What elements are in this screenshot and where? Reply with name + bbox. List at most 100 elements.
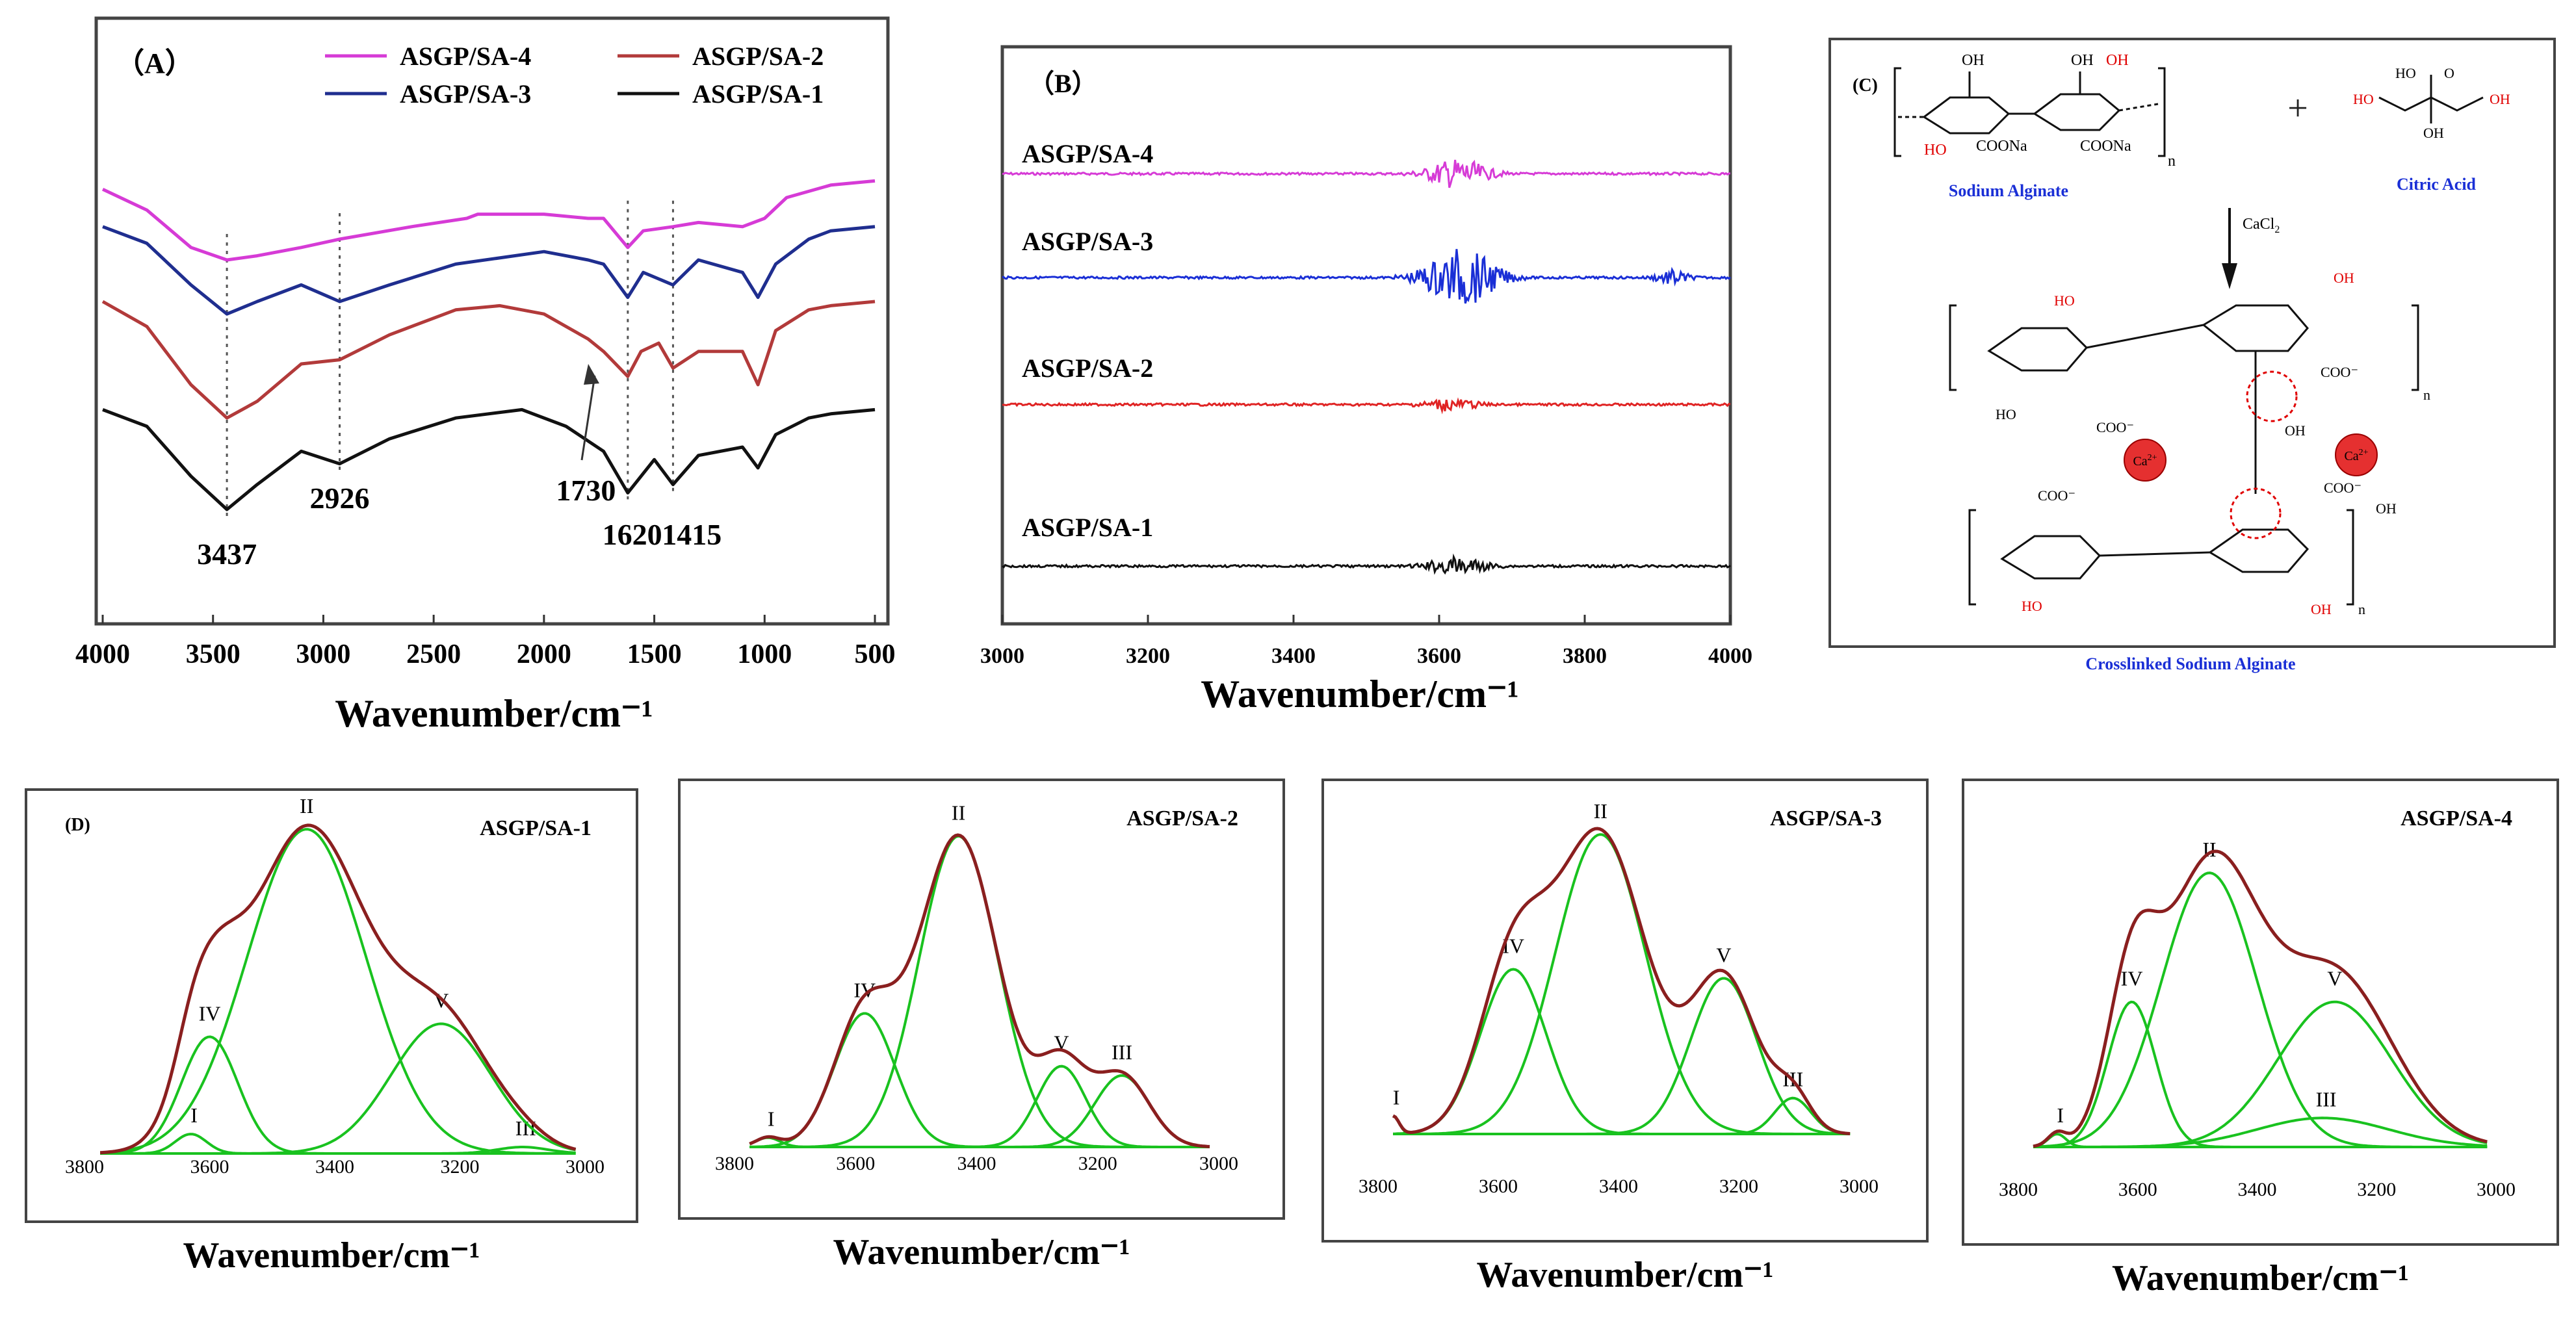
- sa-oh-red: OH: [2106, 52, 2129, 69]
- fit-peak-iv: [2033, 1000, 2488, 1148]
- x-tick-label-3000: 3000: [2477, 1179, 2516, 1200]
- series-line-asgp-sa-1: [102, 407, 876, 511]
- subplot-title: ASGP/SA-4: [2400, 806, 2512, 831]
- x-tick-label-500: 500: [855, 639, 896, 669]
- fit-envelope: [2033, 849, 2488, 1148]
- subplot-title: ASGP/SA-1: [480, 816, 592, 840]
- x-tick-label-1500: 1500: [627, 639, 682, 669]
- peak-label-1620: 1620: [603, 518, 662, 551]
- legend-label-asgp-sa-4: ASGP/SA-4: [400, 42, 531, 71]
- panel-c-reaction-scheme: (C) OH OH OH HO COONa COONa n Sodium Alg…: [1828, 38, 2556, 673]
- panel-a-series: [101, 179, 876, 511]
- pr-n-2: n: [2358, 601, 2365, 617]
- peak-label-i: I: [2057, 1103, 2064, 1127]
- peak-label-i: I: [190, 1103, 198, 1127]
- fit-peak-ii: [1393, 833, 1851, 1135]
- pr-ho-red-2: HO: [2022, 598, 2042, 614]
- x-tick-label-3600: 3600: [836, 1153, 875, 1174]
- arrow-1730-shaft: [580, 375, 596, 461]
- peak-label-iv: IV: [2121, 967, 2143, 990]
- fit-peak-iii: [1393, 1096, 1851, 1135]
- legend-label-asgp-sa-1: ASGP/SA-1: [692, 79, 824, 109]
- fit-peak-v: [100, 1022, 577, 1155]
- bond-low: [2099, 551, 2211, 557]
- x-tick-label-3800: 3800: [65, 1156, 104, 1178]
- fit-peak-iv: [749, 1012, 1210, 1148]
- fit-envelope: [749, 833, 1210, 1148]
- bracket-upper-right: [2412, 304, 2419, 391]
- x-tick-label-3800: 3800: [1999, 1179, 2038, 1200]
- bracket-lower-right: [2347, 509, 2354, 606]
- subplot-title: ASGP/SA-2: [1126, 806, 1238, 831]
- panel-b-x-axis: 3000 3200 3400 3600 3800 4000: [980, 615, 1752, 668]
- pr-coo-4: COO⁻: [2324, 480, 2361, 496]
- subplot-title: ASGP/SA-3: [1770, 806, 1882, 831]
- x-tick-label-3000: 3000: [566, 1156, 605, 1178]
- x-tick-label-4000: 4000: [1708, 644, 1752, 668]
- ester-circle-lower: [2230, 487, 2282, 539]
- peak-label-iii: III: [1112, 1040, 1132, 1064]
- peak-label-i: I: [768, 1107, 775, 1131]
- ring-low-2: [2208, 528, 2309, 573]
- x-tick-label-3800: 3800: [1563, 644, 1607, 668]
- panel-b-label: （B）: [1028, 69, 1098, 98]
- x-tick-label-3400: 3400: [1599, 1176, 1638, 1197]
- fit-peak-iii: [749, 1074, 1210, 1148]
- x-tick-label-3200: 3200: [1126, 644, 1170, 668]
- peak-label-2926: 2926: [310, 482, 370, 515]
- peak-label-1730: 1730: [556, 474, 616, 507]
- legend-label-asgp-sa-2: ASGP/SA-2: [692, 42, 824, 71]
- x-tick-label-3800: 3800: [715, 1153, 754, 1174]
- subplot-x-label: Wavenumber/cm⁻¹: [833, 1232, 1130, 1272]
- sa-ho-red: HO: [1924, 142, 1947, 159]
- panel-a-x-axis: 4000 3500 3000 2500 2000 1500 1000 500: [75, 615, 896, 669]
- panel-d-label: (D): [65, 815, 90, 835]
- panel-a-label: （A）: [116, 47, 194, 79]
- x-tick-label-3400: 3400: [1271, 644, 1316, 668]
- fit-peak-iv: [1393, 968, 1851, 1135]
- subplot-frame: [678, 779, 1285, 1220]
- subplot-frame: [1321, 779, 1929, 1243]
- pr-oh-1: OH: [2285, 422, 2306, 439]
- legend-label-asgp-sa-3: ASGP/SA-3: [400, 79, 531, 109]
- peak-label-1415: 1415: [662, 518, 722, 551]
- series-label-asgp-sa-2: ASGP/SA-2: [1022, 354, 1153, 383]
- subplot-frame: [1962, 779, 2559, 1246]
- subplot-frame: [25, 788, 638, 1223]
- pr-oh-red-2: OH: [2311, 601, 2332, 617]
- bond-up: [2086, 324, 2204, 349]
- sodium-alginate-structure: [1893, 67, 2166, 157]
- panel-c-frame: [1828, 38, 2556, 648]
- pr-coo-3: COO⁻: [2038, 487, 2075, 504]
- x-tick-label-3200: 3200: [441, 1156, 480, 1178]
- series-label-asgp-sa-3: ASGP/SA-3: [1022, 227, 1153, 256]
- fit-envelope: [1392, 827, 1851, 1135]
- calcium-ion-1: [2124, 439, 2166, 482]
- peak-label-3437: 3437: [197, 537, 257, 571]
- reagent-label: CaCl2: [2243, 216, 2280, 235]
- fit-peak-iv: [100, 1035, 576, 1155]
- sa-coona-2: COONa: [2080, 138, 2131, 155]
- subplot-x-label: Wavenumber/cm⁻¹: [2112, 1258, 2409, 1298]
- ring-up-1: [1987, 327, 2088, 372]
- subplot-x-label: Wavenumber/cm⁻¹: [183, 1235, 480, 1276]
- peak-label-v: V: [2327, 967, 2342, 990]
- pr-oh-red-1: OH: [2334, 270, 2354, 286]
- series-line-asgp-sa-2: [101, 300, 876, 420]
- series-label-asgp-sa-4: ASGP/SA-4: [1022, 139, 1153, 168]
- x-tick-label-2000: 2000: [517, 639, 571, 669]
- x-tick-label-1000: 1000: [737, 639, 792, 669]
- sa-coona-1: COONa: [1976, 138, 2027, 155]
- reaction-arrow-head: [2222, 263, 2237, 289]
- ring-low-1: [2000, 535, 2101, 580]
- ring-1: [1922, 96, 2010, 135]
- x-tick-label-3800: 3800: [1359, 1176, 1398, 1197]
- peak-label-ii: II: [300, 794, 313, 818]
- series-line-asgp-sa-1: [1002, 553, 1731, 575]
- x-tick-label-3200: 3200: [1719, 1176, 1758, 1197]
- fit-peak-iii: [2033, 1116, 2488, 1148]
